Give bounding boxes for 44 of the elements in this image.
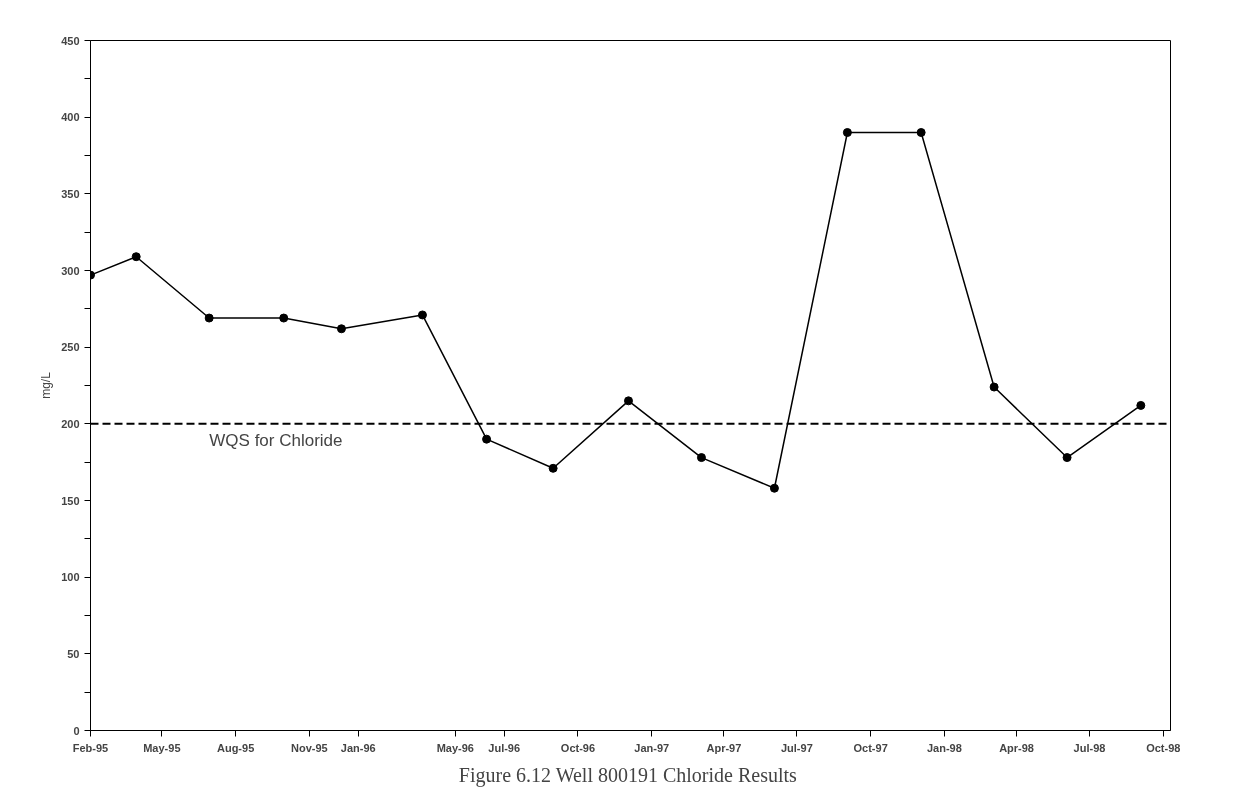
point [548, 463, 558, 473]
point [1062, 453, 1072, 463]
point [482, 434, 492, 444]
point [916, 128, 926, 137]
text: Figure 6.12 Well 800191 Chloride Results [458, 763, 798, 787]
point [204, 313, 214, 323]
ref-line-label: WQS for Chloride [209, 430, 343, 450]
x-tick-label: Apr-97 [706, 741, 742, 754]
point [989, 382, 999, 392]
point [336, 324, 346, 334]
point [417, 310, 427, 320]
x-tick-label: Apr-98 [999, 741, 1034, 754]
x-tick-label: Jul-98 [1073, 741, 1106, 754]
point [769, 483, 779, 493]
point [1136, 400, 1146, 410]
y-tick-label: 450 [61, 34, 80, 47]
y-tick-label: 250 [61, 341, 80, 354]
y-tick-label: 200 [61, 417, 80, 430]
y-tick-label: 0 [73, 724, 80, 737]
x-tick-label: Jan-98 [926, 741, 962, 754]
x-tick-label: Jan-96 [340, 741, 376, 754]
x-tick-label: May-96 [436, 741, 474, 754]
y-tick-label: 50 [67, 647, 80, 660]
y-tick-label: 150 [61, 494, 80, 507]
point [131, 252, 141, 262]
x-tick-label: Jul-97 [780, 741, 813, 754]
x-tick-label: Jan-97 [634, 741, 670, 754]
x-tick-label: Jul-96 [488, 741, 521, 754]
y-tick-label: 400 [61, 111, 80, 124]
x-tick-label: Nov-95 [291, 741, 328, 754]
x-tick-label: May-95 [143, 741, 181, 754]
point [624, 396, 633, 406]
x-tick-label: Oct-98 [1146, 741, 1181, 754]
y-axis-title: mg/L [39, 371, 54, 399]
x-tick-label: Oct-97 [853, 741, 888, 754]
x-tick-label: Feb-95 [72, 741, 109, 754]
x-tick-label: Aug-95 [216, 741, 255, 754]
y-tick-label: 300 [61, 264, 80, 277]
point [279, 313, 289, 323]
y-tick-label: 350 [61, 187, 80, 200]
x-tick-label: Oct-96 [560, 741, 596, 754]
point [696, 453, 706, 463]
point [842, 128, 852, 137]
y-tick-label: 100 [61, 571, 80, 584]
